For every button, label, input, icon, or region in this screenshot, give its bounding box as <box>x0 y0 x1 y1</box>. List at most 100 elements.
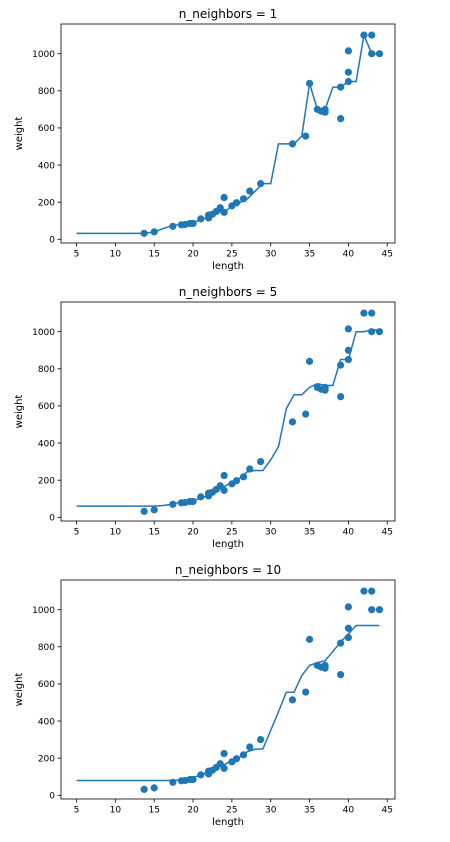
x-tick-label: 40 <box>343 528 355 538</box>
data-point <box>288 140 297 148</box>
data-point <box>140 229 148 237</box>
x-tick-label: 25 <box>226 250 237 260</box>
data-point <box>239 195 248 203</box>
data-point <box>321 108 329 116</box>
y-tick-label: 0 <box>49 513 55 523</box>
prediction-line <box>76 624 380 782</box>
data-point <box>257 180 265 188</box>
y-tick-label: 200 <box>38 754 55 764</box>
y-tick-label: 1000 <box>32 328 55 338</box>
x-tick-label: 20 <box>187 250 199 260</box>
data-point <box>360 309 368 317</box>
data-point <box>169 222 177 230</box>
data-point <box>321 664 329 672</box>
data-point <box>344 325 352 333</box>
data-point <box>220 764 228 772</box>
data-point <box>246 465 254 473</box>
y-tick-label: 200 <box>38 198 55 208</box>
y-axis-label: weight <box>14 117 25 151</box>
x-tick-label: 15 <box>148 806 159 816</box>
data-point <box>368 50 376 58</box>
data-point <box>344 355 352 364</box>
y-tick-label: 800 <box>38 87 55 97</box>
data-point <box>337 361 345 369</box>
y-tick-label: 0 <box>49 791 55 801</box>
data-point <box>150 506 158 514</box>
data-point <box>344 68 352 76</box>
data-point <box>197 215 205 223</box>
x-tick-label: 20 <box>187 806 199 816</box>
data-point <box>337 83 345 91</box>
data-point <box>239 473 248 481</box>
data-point <box>344 603 352 611</box>
data-point <box>140 785 148 793</box>
x-tick-label: 25 <box>226 528 237 538</box>
data-point <box>257 458 265 466</box>
data-point <box>321 386 329 394</box>
data-point <box>305 79 314 87</box>
data-point <box>344 47 352 55</box>
data-point <box>150 784 158 792</box>
y-tick-label: 0 <box>49 235 55 245</box>
y-tick-label: 400 <box>38 717 55 727</box>
data-point <box>368 309 376 317</box>
data-point <box>337 393 345 401</box>
x-axis-label: length <box>212 539 244 550</box>
data-point <box>220 471 228 480</box>
x-tick-label: 10 <box>110 806 122 816</box>
data-point <box>220 749 228 758</box>
y-tick-label: 1000 <box>32 50 55 60</box>
y-tick-label: 400 <box>38 161 55 171</box>
data-point <box>337 639 345 647</box>
data-point <box>344 633 352 642</box>
data-point <box>368 587 376 595</box>
data-point <box>360 31 368 39</box>
chart-panel-2: n_neighbors = 5 5 10 15 20 25 30 35 40 45 0 200 400 6… <box>14 285 396 550</box>
x-tick-label: 25 <box>226 806 237 816</box>
data-point <box>150 228 158 236</box>
data-point <box>169 500 177 508</box>
data-point <box>375 606 384 614</box>
data-point <box>169 778 177 786</box>
data-point <box>189 497 197 506</box>
y-tick-label: 600 <box>38 680 55 690</box>
data-point <box>344 77 352 86</box>
x-tick-label: 30 <box>265 528 277 538</box>
data-point <box>257 736 265 744</box>
x-tick-label: 30 <box>265 806 277 816</box>
data-point <box>239 751 248 759</box>
y-tick-label: 800 <box>38 365 55 375</box>
chart-title: n_neighbors = 10 <box>175 563 281 577</box>
data-point <box>344 346 352 354</box>
data-point <box>305 635 314 643</box>
data-point <box>344 624 352 632</box>
chart-panel-3: n_neighbors = 10 5 10 15 20 25 30 35 40 45 0 200 400… <box>14 563 396 828</box>
data-point <box>189 219 197 228</box>
data-point <box>220 193 228 202</box>
x-tick-label: 5 <box>74 528 80 538</box>
x-tick-label: 35 <box>304 528 315 538</box>
x-tick-label: 40 <box>343 806 355 816</box>
x-tick-label: 35 <box>304 806 315 816</box>
data-point <box>375 328 384 336</box>
data-point <box>232 755 241 763</box>
y-tick-label: 600 <box>38 124 55 134</box>
prediction-line <box>76 329 380 507</box>
x-tick-label: 30 <box>265 250 277 260</box>
plot-frame <box>60 301 396 522</box>
x-tick-label: 5 <box>74 806 80 816</box>
data-point <box>375 50 384 58</box>
x-tick-label: 15 <box>148 250 159 260</box>
data-point <box>337 671 345 679</box>
x-tick-label: 5 <box>74 250 80 260</box>
y-tick-label: 400 <box>38 439 55 449</box>
data-point <box>232 199 241 207</box>
chart-title: n_neighbors = 1 <box>179 7 278 21</box>
chart-title: n_neighbors = 5 <box>179 285 278 299</box>
data-point <box>302 688 310 696</box>
x-tick-label: 45 <box>382 528 393 538</box>
x-axis-label: length <box>212 261 244 272</box>
data-point <box>288 418 297 426</box>
